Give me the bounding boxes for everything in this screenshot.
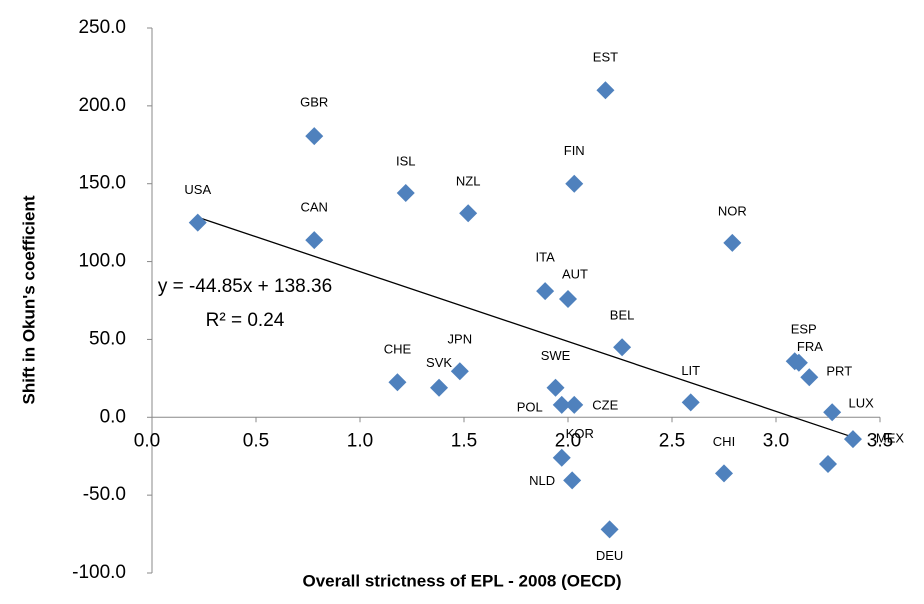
data-point [552,395,571,414]
y-tick-label: 100.0 [78,251,126,272]
data-point [723,233,742,252]
data-point [565,174,584,193]
data-point [396,184,415,203]
point-label: FRA [797,339,823,354]
data-point [596,81,615,100]
data-point [789,353,808,372]
y-tick-label: -100.0 [72,562,126,583]
point-label: CHE [384,342,412,357]
x-tick-label: 1.0 [347,430,373,451]
data-point [819,455,837,473]
point-label: MEX [876,431,905,446]
x-tick-label: 0.0 [134,430,160,451]
data-point [459,204,478,223]
x-axis-title: Overall strictness of EPL - 2008 (OECD) [302,571,621,590]
point-label: LUX [849,396,875,411]
point-label: FIN [564,143,585,158]
y-tick-label: 250.0 [78,17,126,38]
data-point [613,338,632,357]
x-tick-label: 3.5 [867,430,893,451]
point-label: ISL [396,153,416,168]
x-tick-label: 1.5 [451,430,477,451]
point-label: SWE [541,348,571,363]
y-tick-label: 50.0 [89,328,126,349]
data-point [430,378,449,397]
y-tick-label: 200.0 [78,95,126,116]
data-point [600,520,619,539]
point-label: KOR [566,426,594,441]
point-label: LIT [681,363,700,378]
trendline-equation: y = -44.85x + 138.36 [158,276,332,297]
point-label: SVK [426,355,452,370]
point-label: ESP [791,322,817,337]
data-point [450,362,469,381]
point-label: USA [184,182,211,197]
point-label: NZL [456,174,481,189]
data-point [388,373,407,392]
x-tick-label: 0.5 [243,430,269,451]
point-label: CAN [301,200,328,215]
y-axis-title: Shift in Okun's coefficient [19,195,38,404]
x-tick-label: 2.5 [659,430,685,451]
x-tick-label: 3.0 [763,430,789,451]
data-point [536,282,555,301]
data-point [681,393,700,412]
y-tick-label: 0.0 [100,406,126,427]
trendline [197,216,854,438]
y-tick-label: 150.0 [78,173,126,194]
data-point [188,213,207,232]
point-label: JPN [448,332,473,347]
point-label: ITA [535,250,555,265]
data-point [843,430,862,449]
point-label: EST [593,50,618,65]
point-label: NOR [718,203,747,218]
point-label: CZE [592,397,618,412]
point-label: POL [517,399,543,414]
data-point [559,289,577,308]
point-label: CHI [713,434,735,449]
point-label: AUT [562,266,588,281]
data-point [800,368,819,387]
data-point [565,395,584,414]
trendline-r2: R² = 0.24 [206,310,285,331]
point-label: PRT [826,364,852,379]
point-label: NLD [529,473,555,488]
data-point [305,127,324,146]
data-point [715,464,733,483]
point-label: BEL [610,308,635,323]
data-point [823,403,842,422]
data-point [563,471,582,490]
point-label: DEU [596,548,623,563]
y-tick-label: -50.0 [83,484,126,505]
data-point [305,231,324,250]
x-tick-label: 2.0 [555,430,581,451]
data-point [552,448,571,467]
point-label: GBR [300,95,328,110]
data-point [546,378,565,397]
